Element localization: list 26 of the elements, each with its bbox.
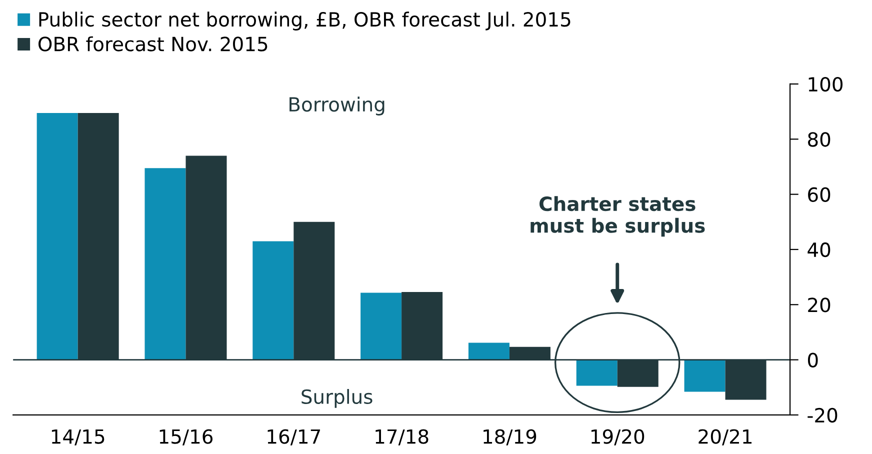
y-tick-label: 20 (808, 298, 830, 312)
x-tick-label: 16/17 (268, 429, 320, 446)
x-tick-label: 19/20 (591, 429, 644, 446)
x-tick-label: 20/21 (698, 429, 752, 446)
bar (684, 360, 726, 392)
bar (576, 360, 618, 386)
x-tick-label: 14/15 (52, 429, 104, 446)
annotation: Borrowing (290, 96, 384, 116)
bar (144, 168, 186, 360)
y-tick-label: -20 (808, 408, 838, 423)
x-tick-label: 15/16 (160, 429, 213, 446)
bar (360, 292, 402, 360)
x-tick-label: 18/19 (484, 429, 536, 446)
annotation: Charter states must be surplus (530, 196, 705, 237)
x-tick-label: 17/18 (376, 429, 428, 446)
bar (468, 342, 510, 360)
y-tick-label: 0 (808, 352, 818, 368)
y-tick-label: 80 (808, 132, 830, 147)
y-tick-label: 100 (808, 76, 843, 92)
y-tick-label: 40 (808, 242, 830, 258)
bar (36, 112, 78, 360)
legend-label: OBR forecast Nov. 2015 (38, 36, 268, 52)
y-tick-label: 60 (808, 187, 830, 202)
bar (252, 241, 294, 360)
legend-label: Public sector net borrowing, £B, OBR forecast Jul. 2015 (39, 12, 570, 30)
annotation: Surplus (302, 389, 372, 408)
